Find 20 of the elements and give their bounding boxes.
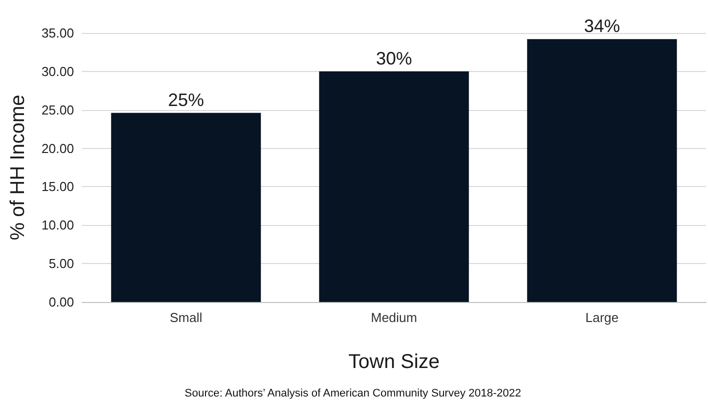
y-tick-label: 0.00 bbox=[48, 294, 74, 310]
data-label: 25% bbox=[168, 90, 204, 110]
y-tick-label: 15.00 bbox=[41, 179, 74, 194]
y-tick-label: 35.00 bbox=[41, 26, 74, 40]
bar bbox=[111, 112, 261, 302]
x-tick-label: Small bbox=[170, 310, 202, 325]
y-tick-label: 5.00 bbox=[48, 256, 74, 272]
x-tick-label: Large bbox=[585, 310, 619, 325]
bar bbox=[319, 71, 469, 302]
data-label: 30% bbox=[376, 48, 412, 68]
y-tick-label: 30.00 bbox=[41, 64, 74, 79]
x-axis-title: Town Size bbox=[348, 351, 440, 373]
y-tick-label: 25.00 bbox=[41, 102, 74, 118]
y-tick-label: 10.00 bbox=[41, 218, 74, 233]
y-axis-title: % of HH Income bbox=[7, 94, 29, 240]
y-tick-label: 20.00 bbox=[41, 140, 74, 156]
source-note: Source: Authors’ Analysis of American Community Survey 2018-2022 bbox=[184, 388, 522, 400]
bar bbox=[527, 39, 677, 302]
x-tick-label: Medium bbox=[370, 310, 418, 325]
data-label: 34% bbox=[584, 16, 620, 36]
